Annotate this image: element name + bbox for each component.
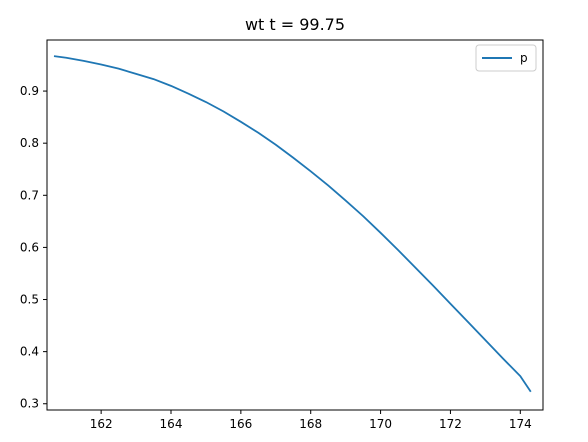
x-tick-label: 174: [509, 417, 532, 431]
y-tick-label: 0.3: [20, 397, 39, 411]
y-tick-label: 0.7: [20, 188, 39, 202]
y-tick-label: 0.4: [20, 345, 39, 359]
y-tick-label: 0.9: [20, 84, 39, 98]
x-tick-label: 162: [90, 417, 113, 431]
x-tick-label: 166: [229, 417, 252, 431]
series-layer: [53, 55, 532, 393]
y-tick-label: 0.8: [20, 136, 39, 150]
x-axis: 162 164 166 168 170 172 174: [90, 410, 532, 431]
legend-label-p: p: [520, 51, 528, 65]
y-tick-label: 0.5: [20, 293, 39, 307]
x-tick-label: 164: [160, 417, 183, 431]
x-tick-label: 168: [299, 417, 322, 431]
x-tick-label: 172: [439, 417, 462, 431]
x-tick-label: 170: [369, 417, 392, 431]
chart-title: wt t = 99.75: [245, 15, 345, 34]
y-axis: 0.3 0.4 0.5 0.6 0.7 0.8 0.9: [20, 84, 47, 411]
plot-area-frame: [46, 39, 544, 411]
y-tick-label: 0.6: [20, 240, 39, 254]
series-line-p: [53, 55, 532, 393]
legend: p: [475, 44, 537, 72]
